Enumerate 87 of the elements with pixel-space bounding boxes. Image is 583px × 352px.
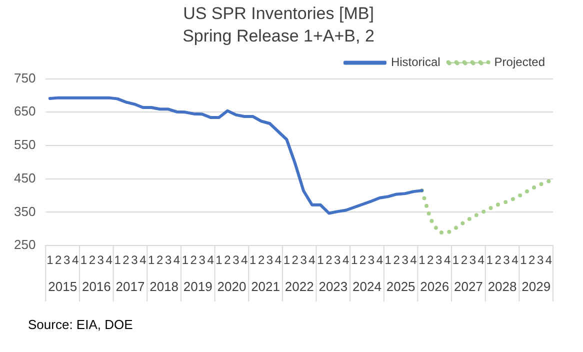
text: 2020 (217, 279, 246, 294)
x-tick-label: 3 (63, 253, 70, 268)
text: 2029 (522, 279, 551, 294)
x-tick-label: 1 (250, 253, 256, 268)
text: 2019 (183, 279, 212, 294)
x-tick-label: 2 (528, 253, 536, 268)
x-tick-label: 3 (131, 253, 138, 268)
x-tick-label: 1 (80, 253, 88, 268)
x-tick-label: 4 (545, 253, 552, 268)
x-tick-label: 4 (410, 253, 418, 268)
x-tick-label: 1 (350, 253, 358, 268)
x-tick-label: 1 (182, 253, 189, 268)
x-tick-label: 2 (88, 253, 96, 268)
x-tick-label: 1 (384, 253, 392, 268)
y-tick-label: 350 (14, 204, 36, 219)
y-tick-label: 550 (14, 137, 36, 152)
x-tick-label: 4 (72, 253, 79, 268)
text: 2022 (284, 279, 314, 294)
y-tick-label: 650 (14, 104, 36, 119)
x-tick-label: 3 (300, 253, 308, 268)
text: 2017 (116, 279, 145, 294)
text: 2018 (150, 279, 179, 294)
text: 2026 (420, 279, 450, 294)
x-tick-label: 1 (317, 253, 324, 268)
legend-label: Projected (494, 55, 546, 70)
x-tick-label: 3 (469, 253, 476, 268)
x-tick-label: 2 (326, 253, 333, 268)
text: 2016 (82, 279, 111, 294)
x-tick-label: 2 (427, 253, 434, 268)
y-tick-label: 750 (14, 70, 36, 86)
y-tick-label: 250 (14, 237, 36, 252)
x-tick-label: 4 (308, 253, 316, 268)
x-tick-label: 1 (486, 253, 494, 268)
x-tick-label: 2 (122, 253, 130, 268)
x-tick-label: 4 (207, 253, 214, 268)
x-tick-label: 2 (224, 253, 232, 268)
x-tick-label: 4 (512, 253, 519, 268)
chart-subtitle: Spring Release 1+A+B, 2 (182, 26, 374, 46)
x-tick-label: 3 (402, 253, 409, 268)
x-tick-label: 4 (376, 253, 384, 268)
x-tick-label: 4 (342, 253, 350, 268)
x-tick-label: 3 (436, 253, 443, 268)
x-tick-label: 2 (494, 253, 502, 268)
x-tick-label: 2 (156, 253, 164, 268)
x-tick-label: 1 (46, 253, 54, 268)
x-tick-label: 2 (359, 253, 366, 268)
x-tick-label: 3 (266, 253, 274, 268)
line-series (420, 179, 551, 235)
x-tick-label: 4 (140, 253, 147, 268)
x-tick-label: 3 (334, 253, 342, 268)
x-tick-label: 1 (216, 253, 223, 268)
x-tick-label: 4 (274, 253, 282, 268)
chart-title: US SPR Inventories [MB] (183, 4, 374, 23)
text: 2027 (454, 279, 483, 294)
x-tick-label: 3 (198, 253, 206, 268)
x-tick-label: 3 (97, 253, 104, 268)
x-tick-label: 3 (536, 253, 544, 268)
x-tick-label: 1 (148, 253, 156, 268)
x-tick-label: 1 (283, 253, 290, 268)
x-tick-label: 4 (478, 253, 485, 268)
x-tick-label: 3 (232, 253, 240, 268)
text: 2025 (386, 279, 416, 294)
source-note: Source: EIA, DOE (28, 317, 134, 332)
x-tick-label: 2 (190, 253, 198, 268)
text: 2015 (48, 279, 78, 294)
x-tick-label: 3 (503, 253, 510, 268)
x-tick-label: 2 (292, 253, 299, 268)
x-tick-label: 4 (106, 253, 113, 268)
x-tick-label: 2 (393, 253, 400, 268)
y-tick-label: 450 (14, 170, 36, 186)
x-tick-label: 3 (164, 253, 172, 268)
text: 2028 (488, 279, 517, 294)
x-tick-label: 1 (452, 253, 460, 268)
text: 2024 (352, 279, 382, 294)
x-tick-label: 1 (520, 253, 528, 268)
x-tick-label: 2 (258, 253, 265, 268)
x-tick-label: 4 (173, 253, 180, 268)
text: 2023 (318, 279, 348, 294)
text: 2021 (251, 279, 280, 294)
x-tick-label: 3 (368, 253, 375, 268)
x-tick-label: 1 (114, 253, 122, 268)
legend-label: Historical (390, 55, 440, 70)
x-tick-label: 2 (55, 253, 62, 268)
x-tick-label: 4 (444, 253, 451, 268)
x-tick-label: 2 (460, 253, 468, 268)
x-tick-label: 4 (241, 253, 248, 268)
x-tick-label: 1 (418, 253, 426, 268)
